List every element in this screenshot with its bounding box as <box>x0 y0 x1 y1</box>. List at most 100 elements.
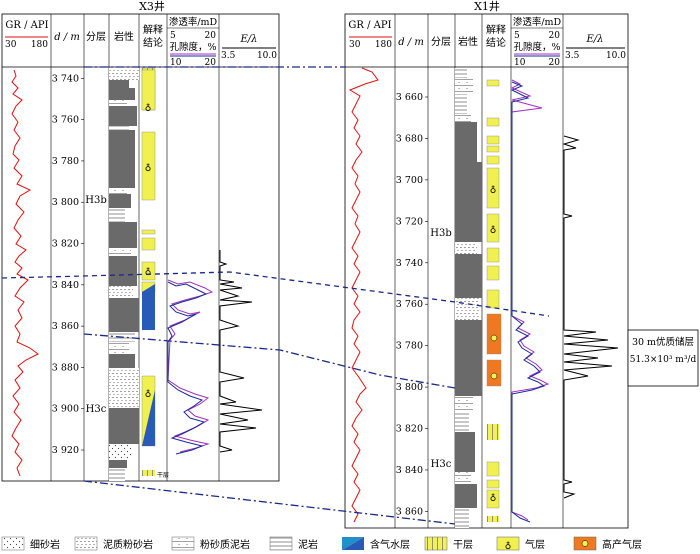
legend-dry-layer: 干层 <box>453 539 473 551</box>
depth-tick-label: 3 920 <box>52 445 79 456</box>
svg-text:♁: ♁ <box>490 493 497 503</box>
correlation-reservoir-base <box>83 333 456 389</box>
x3-interp-label-1: 解释 <box>143 23 163 36</box>
legend: 细砂岩 泥质粉砂岩 粉砂质泥岩 泥岩 含气水层 干层 ♁ 气层 高产气层 <box>1 536 642 551</box>
x1-gr-max: 180 <box>375 40 392 50</box>
x3-e-curve <box>219 250 263 453</box>
x1-layer-h3c: H3c <box>431 459 452 470</box>
x1-e-max: 10.0 <box>606 51 626 61</box>
x3-e-max: 10.0 <box>257 51 277 61</box>
x1-depth-axis: 3 660 3 680 3 700 3 720 3 740 3 760 3 780 3 800… <box>396 92 428 517</box>
annotation-line1: 30 m优质储层 <box>632 336 694 348</box>
x3-layer-h3c: H3c <box>86 404 107 415</box>
x3-perm-max: 20 <box>205 31 217 41</box>
x1-lith-label: 岩性 <box>458 35 478 48</box>
x1-e-label: E/λ <box>585 34 603 45</box>
well-x1-title: X1井 <box>474 0 500 13</box>
depth-tick-label: 3 760 <box>52 115 79 126</box>
correlation-bottom <box>83 480 456 525</box>
annotation-line2: 51.3×10³ m³/d <box>630 355 697 365</box>
depth-tick-label: 3 800 <box>52 197 79 208</box>
x3-interpretation-column: ♁ ♁ ♁ ♁ 干层 <box>141 67 169 479</box>
x3-perm-curve <box>167 279 214 453</box>
depth-tick-label: 3 860 <box>52 321 79 332</box>
depth-tick-label: 3 700 <box>396 175 423 186</box>
x1-interpretation-column: ♁ ♁ ♁ <box>486 79 502 522</box>
x1-perm-label: 渗透率/mD <box>513 16 562 28</box>
svg-text:♁: ♁ <box>505 541 512 551</box>
x3-interp-label-2: 结论 <box>143 36 163 49</box>
depth-tick-label: 3 780 <box>52 156 79 167</box>
depth-tick-label: 3 740 <box>52 73 79 84</box>
depth-tick-label: 3 720 <box>396 216 423 227</box>
x1-interp-label-2: 结论 <box>486 36 506 49</box>
x3-lithology-column <box>109 68 139 481</box>
depth-tick-label: 3 900 <box>52 404 79 415</box>
svg-text:♁: ♁ <box>145 163 152 173</box>
x1-gr-min: 30 <box>349 40 361 50</box>
legend-fine-sandstone: 细砂岩 <box>30 538 60 551</box>
depth-tick-label: 3 820 <box>396 424 423 435</box>
x3-gr-max: 180 <box>31 40 48 50</box>
x1-lithology-column <box>455 68 482 528</box>
reservoir-annotation: 30 m优质储层 51.3×10³ m³/d <box>627 329 699 387</box>
legend-gas-water-layer: 含气水层 <box>370 538 410 551</box>
depth-tick-label: 3 680 <box>396 133 423 144</box>
well-x3: X3井 GR / API 30 180 d / m 分层 岩性 解释 结论 渗透… <box>1 0 280 482</box>
legend-mudstone: 泥岩 <box>298 538 318 551</box>
x3-e-label: E/λ <box>239 34 257 45</box>
x3-gr-label: GR / API <box>5 20 48 31</box>
depth-tick-label: 3 820 <box>52 239 79 250</box>
well-x3-frame <box>1 13 280 482</box>
svg-text:♁: ♁ <box>490 225 497 235</box>
x1-e-min: 3.5 <box>565 51 580 61</box>
x3-perm-min: 5 <box>170 31 176 41</box>
x1-gr-curve <box>348 67 379 523</box>
x3-layer-label: 分层 <box>86 31 106 43</box>
depth-tick-label: 3 780 <box>396 341 423 352</box>
x1-por-max: 20 <box>549 58 561 68</box>
x3-por-curve <box>167 281 208 455</box>
legend-gas-layer: 气层 <box>525 538 545 551</box>
x3-por-label: 孔隙度，% <box>169 41 216 53</box>
x3-bottom-note: 干层 <box>157 472 169 479</box>
x1-por-curve <box>510 81 546 523</box>
depth-tick-label: 3 840 <box>52 280 79 291</box>
x1-depth-label: d / m <box>398 37 424 48</box>
x3-e-min: 3.5 <box>221 51 236 61</box>
well-x1-frame <box>344 13 629 529</box>
x1-e-curve <box>562 135 619 499</box>
x1-perm-min: 5 <box>514 31 520 41</box>
x1-gr-label: GR / API <box>348 20 391 31</box>
x1-perm-max: 20 <box>549 31 561 41</box>
depth-tick-label: 3 740 <box>396 258 423 269</box>
well-x3-title: X3井 <box>139 0 165 13</box>
x3-gr-min: 30 <box>5 40 17 50</box>
x1-interp-label-1: 解释 <box>486 23 506 36</box>
svg-text:♁: ♁ <box>145 103 152 113</box>
legend-argillaceous-siltstone: 泥质粉砂岩 <box>103 538 153 551</box>
x3-gr-curve <box>11 69 39 477</box>
depth-tick-label: 3 760 <box>396 299 423 310</box>
legend-high-yield-gas-layer: 高产气层 <box>602 538 642 551</box>
x3-lith-label: 岩性 <box>114 30 134 43</box>
x3-layer-h3b: H3b <box>85 195 106 206</box>
x1-layer-h3b: H3b <box>430 228 451 239</box>
x3-perm-label: 渗透率/mD <box>169 16 218 28</box>
x3-por-max: 20 <box>205 58 217 68</box>
x1-layer-label: 分层 <box>431 36 451 48</box>
depth-tick-label: 3 840 <box>396 465 423 476</box>
x1-perm-curve <box>510 79 550 521</box>
depth-tick-label: 3 880 <box>52 362 79 373</box>
svg-text:♁: ♁ <box>145 389 152 399</box>
x1-por-label: 孔隙度，% <box>513 41 560 53</box>
depth-tick-label: 3 860 <box>396 506 423 517</box>
depth-tick-label: 3 800 <box>396 382 423 393</box>
depth-tick-label: 3 660 <box>396 92 423 103</box>
x1-por-min: 10 <box>514 58 526 68</box>
well-x1: X1井 GR / API 30 180 d / m 分层 岩性 解释 结论 渗透… <box>344 0 629 529</box>
x3-por-min: 10 <box>170 58 182 68</box>
legend-silty-mudstone: 粉砂质泥岩 <box>200 538 250 551</box>
svg-text:♁: ♁ <box>490 185 497 195</box>
